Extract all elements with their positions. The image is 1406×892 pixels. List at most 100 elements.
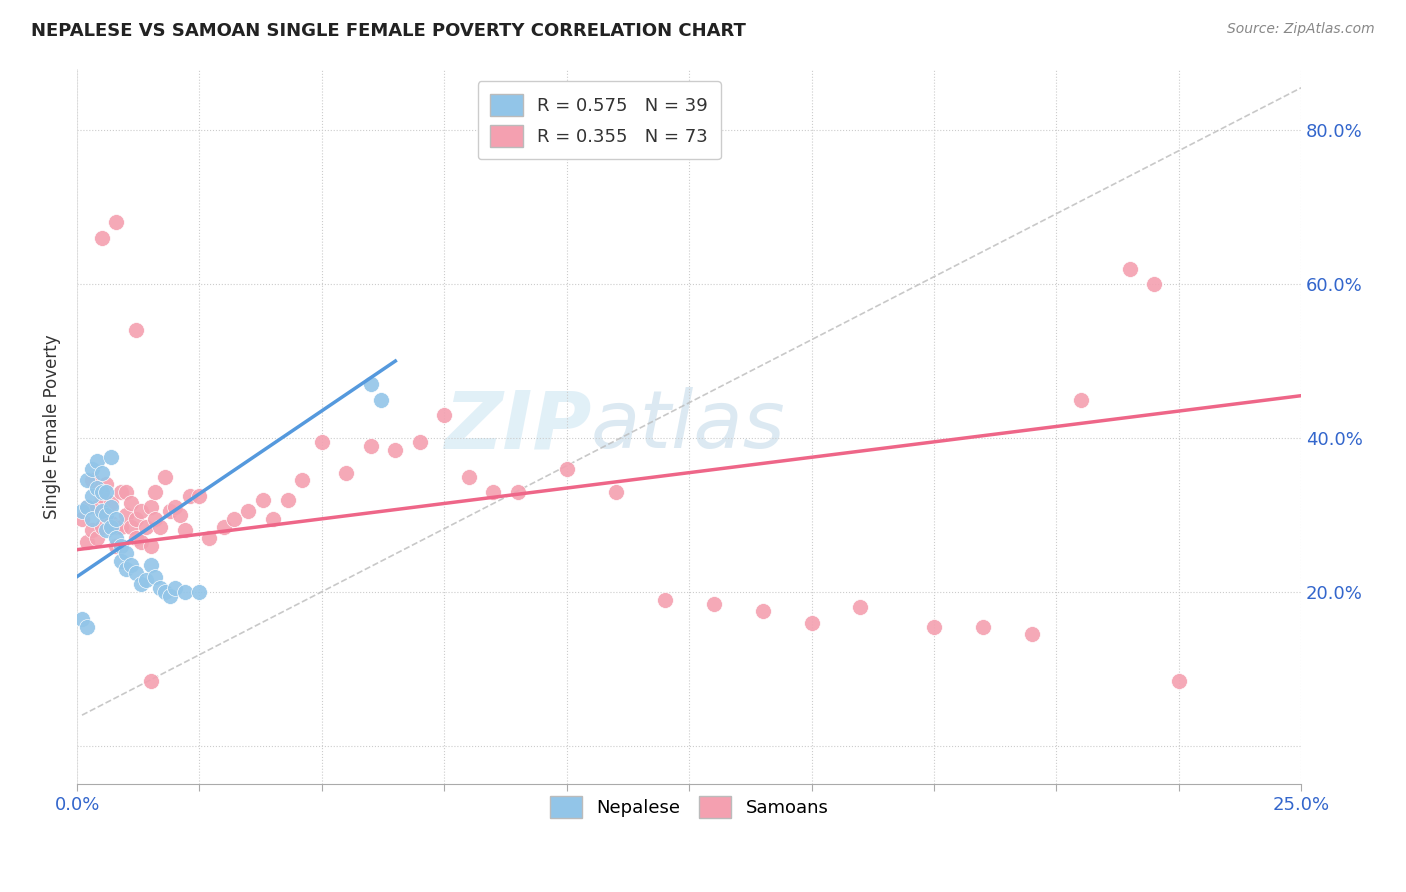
Point [238, 504, 260, 518]
Point [409, 434, 432, 449]
Point [90, 484, 112, 499]
Point [139, 500, 162, 515]
Point [96, 508, 118, 522]
Point [291, 474, 314, 488]
Point [100, 450, 122, 465]
Point [115, 562, 138, 576]
Point [110, 539, 132, 553]
Point [169, 508, 191, 522]
Point [163, 581, 186, 595]
Point [90, 489, 112, 503]
Point [849, 600, 872, 615]
Point [76, 619, 98, 633]
Point [86, 481, 108, 495]
Point [86, 500, 108, 515]
Point [96, 477, 118, 491]
Point [703, 597, 725, 611]
Point [654, 592, 676, 607]
Point [139, 673, 162, 688]
Point [135, 519, 157, 533]
Point [360, 439, 382, 453]
Point [360, 377, 382, 392]
Point [277, 492, 299, 507]
Point [139, 558, 162, 572]
Point [80, 524, 103, 538]
Point [125, 566, 148, 580]
Point [125, 512, 148, 526]
Point [80, 462, 103, 476]
Text: ZIP: ZIP [444, 387, 591, 466]
Point [457, 469, 479, 483]
Point [335, 466, 357, 480]
Point [100, 496, 122, 510]
Text: atlas: atlas [591, 387, 786, 466]
Point [90, 466, 112, 480]
Point [105, 512, 128, 526]
Point [159, 504, 181, 518]
Point [129, 504, 152, 518]
Point [110, 519, 132, 533]
Point [972, 619, 994, 633]
Point [105, 531, 128, 545]
Point [100, 519, 122, 533]
Point [76, 535, 98, 549]
Point [163, 500, 186, 515]
Point [149, 581, 172, 595]
Legend: Nepalese, Samoans: Nepalese, Samoans [543, 789, 835, 825]
Point [120, 558, 142, 572]
Point [155, 469, 177, 483]
Point [70, 612, 93, 626]
Point [155, 585, 177, 599]
Point [1167, 673, 1189, 688]
Point [311, 434, 333, 449]
Point [86, 531, 108, 545]
Point [100, 500, 122, 515]
Point [80, 474, 103, 488]
Point [70, 504, 93, 518]
Point [605, 484, 627, 499]
Point [120, 519, 142, 533]
Point [139, 539, 162, 553]
Point [129, 535, 152, 549]
Point [751, 604, 773, 618]
Point [1021, 627, 1043, 641]
Point [115, 508, 138, 522]
Point [198, 531, 221, 545]
Point [262, 512, 284, 526]
Point [105, 215, 128, 229]
Point [555, 462, 578, 476]
Point [70, 512, 93, 526]
Point [115, 484, 138, 499]
Point [145, 569, 167, 583]
Point [135, 574, 157, 588]
Point [125, 531, 148, 545]
Point [76, 500, 98, 515]
Point [179, 489, 201, 503]
Point [80, 489, 103, 503]
Point [1070, 392, 1092, 407]
Point [252, 492, 274, 507]
Point [1119, 261, 1142, 276]
Point [90, 504, 112, 518]
Point [90, 231, 112, 245]
Point [482, 484, 505, 499]
Point [173, 524, 195, 538]
Point [105, 539, 128, 553]
Point [120, 496, 142, 510]
Point [80, 512, 103, 526]
Point [506, 484, 529, 499]
Point [922, 619, 945, 633]
Point [129, 577, 152, 591]
Point [105, 519, 128, 533]
Point [1143, 277, 1166, 291]
Point [188, 585, 211, 599]
Point [173, 585, 195, 599]
Point [110, 554, 132, 568]
Point [125, 323, 148, 337]
Point [222, 512, 245, 526]
Point [800, 615, 823, 630]
Point [145, 512, 167, 526]
Point [100, 516, 122, 530]
Point [212, 519, 235, 533]
Point [145, 484, 167, 499]
